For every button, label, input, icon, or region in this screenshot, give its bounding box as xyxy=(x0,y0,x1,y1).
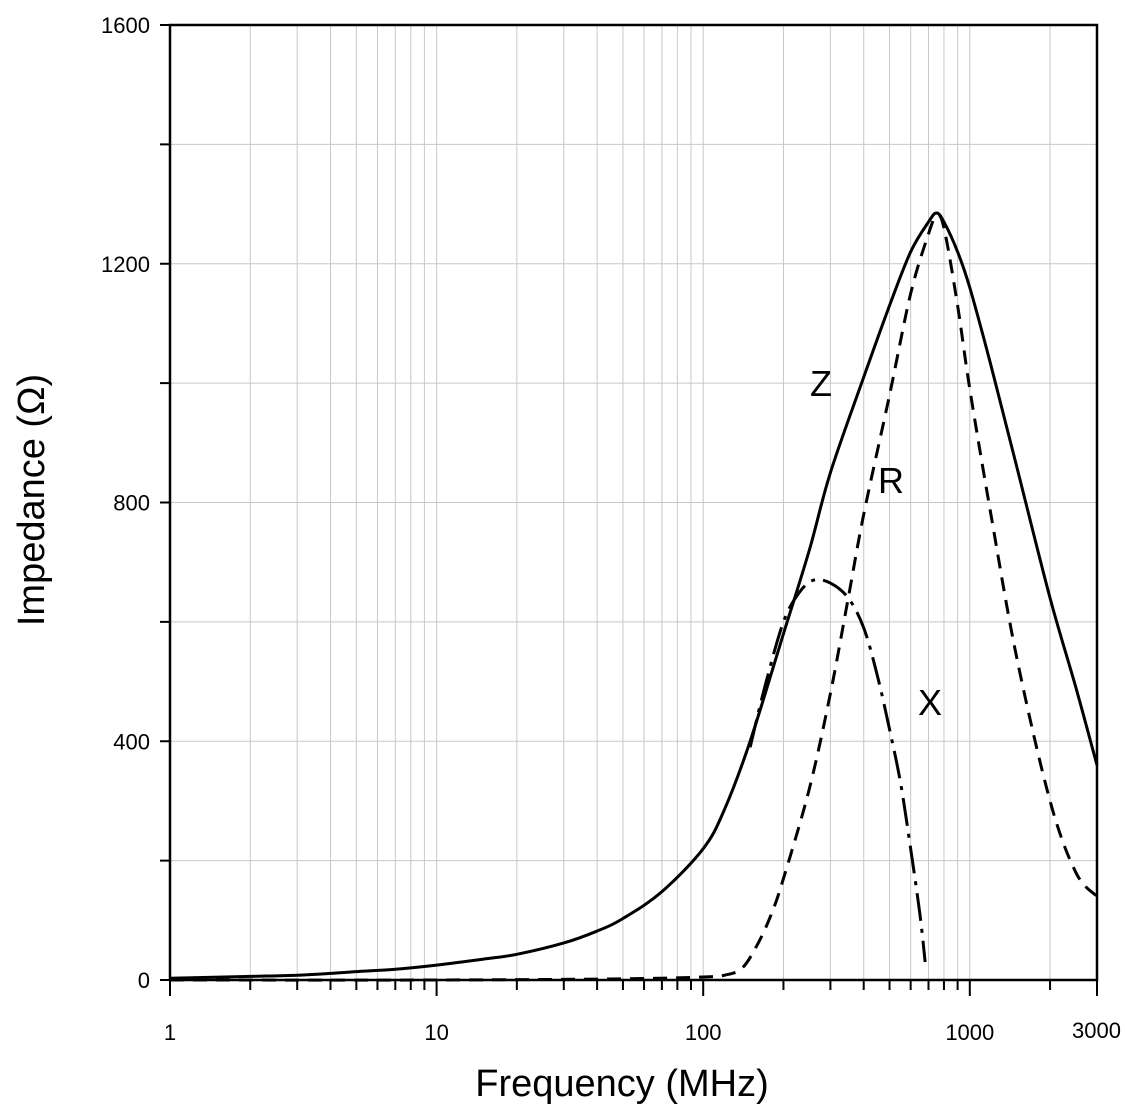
x-tick-label: 100 xyxy=(685,1020,722,1045)
x-tick-label: 1 xyxy=(164,1020,176,1045)
y-tick-label: 1600 xyxy=(101,13,150,38)
x-tick-label: 1000 xyxy=(945,1020,994,1045)
y-tick-label: 0 xyxy=(138,968,150,993)
x-tick-label: 3000 xyxy=(1072,1018,1121,1043)
series-line-z xyxy=(169,211,1099,980)
series-label-r: R xyxy=(878,460,904,501)
axis-ticks xyxy=(160,24,1098,996)
series-label-x: X xyxy=(918,682,942,723)
x-tick-labels: 1 10 100 1000 3000 xyxy=(164,1018,1121,1045)
y-axis-title: Impedance (Ω) xyxy=(11,374,53,626)
x-tick-label: 10 xyxy=(424,1020,448,1045)
y-tick-label: 400 xyxy=(113,729,150,754)
grid-lines xyxy=(170,25,1097,980)
y-tick-label: 1200 xyxy=(101,252,150,277)
series-lines xyxy=(169,211,1099,982)
series-line-r xyxy=(169,213,1099,982)
x-axis-title: Frequency (MHz) xyxy=(475,1063,769,1105)
y-tick-labels: 0 400 800 1200 1600 xyxy=(101,13,150,993)
series-label-z: Z xyxy=(810,363,832,404)
y-tick-label: 800 xyxy=(113,491,150,516)
series-line-x xyxy=(748,578,927,963)
